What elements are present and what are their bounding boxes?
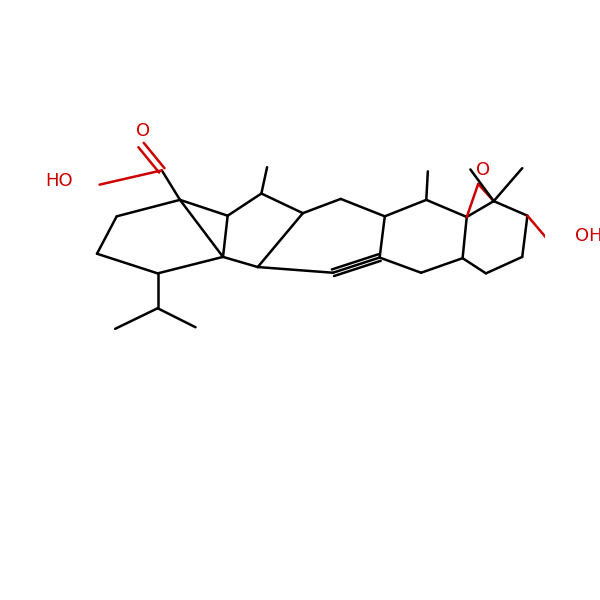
Text: HO: HO [45, 172, 73, 190]
Text: OH: OH [575, 227, 600, 245]
Text: O: O [136, 122, 151, 140]
Text: O: O [476, 161, 490, 179]
